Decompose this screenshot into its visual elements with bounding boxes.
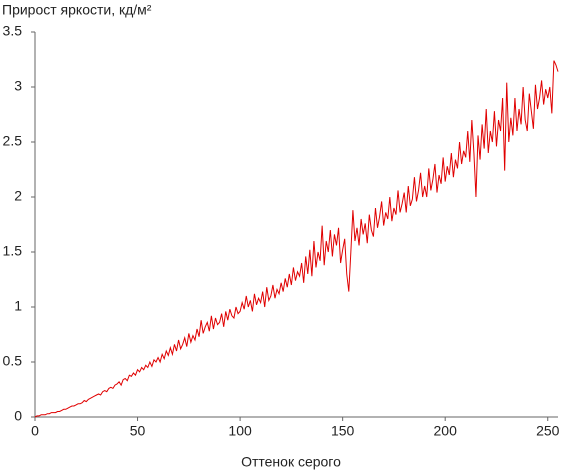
x-tick-label: 150 [331,423,355,439]
chart-title: Прирост яркости, кд/м² [2,2,152,18]
y-tick-label: 1.5 [3,243,23,259]
y-tick-label: 3 [14,78,22,94]
x-tick-label: 50 [130,423,146,439]
data-line [34,60,559,418]
y-tick-label: 0 [14,408,22,424]
x-tick-label: 100 [228,423,252,439]
x-tick-label: 200 [434,423,458,439]
y-tick-label: 2.5 [3,133,23,149]
x-axis-label: Оттенок серого [241,454,341,470]
x-tick-label: 0 [31,423,39,439]
y-tick-label: 0.5 [3,353,23,369]
y-tick-label: 3.5 [3,23,23,39]
x-tick-label: 250 [536,423,560,439]
y-tick-label: 2 [14,188,22,204]
y-tick-label: 1 [14,298,22,314]
